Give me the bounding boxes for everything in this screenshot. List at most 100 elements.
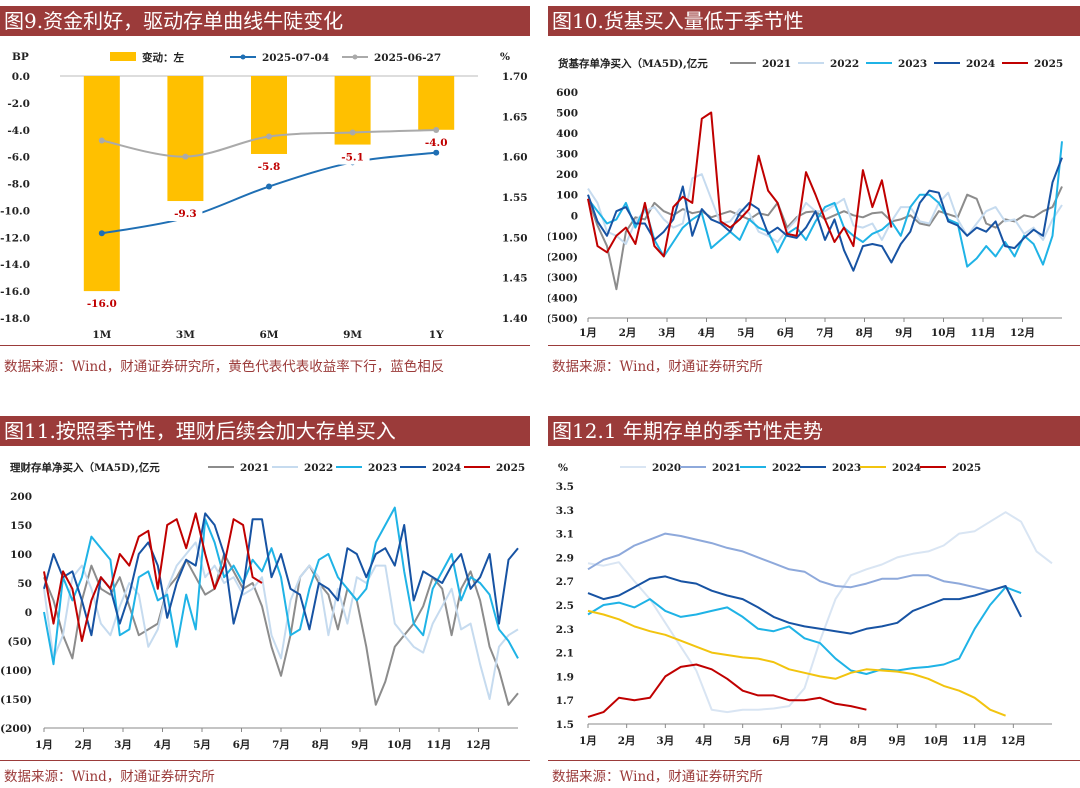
legend-label-2023: 2023 — [898, 58, 927, 70]
series-line-2024 — [587, 609, 1006, 717]
source-note: 数据来源：Wind，财通证券研究所 — [552, 359, 763, 375]
x-axis-tick: 7月 — [811, 735, 829, 747]
series-point-2025-06-27 — [349, 129, 356, 136]
x-axis-tick: 5月 — [193, 739, 211, 751]
series-line-2020 — [587, 511, 1053, 714]
y-axis-tick: 600 — [556, 87, 578, 99]
x-axis-tick: 9月 — [895, 327, 913, 339]
left-axis-tick: -2.0 — [7, 98, 30, 110]
y-axis-tick: 2.1 — [556, 648, 574, 660]
x-axis-tick: 12月 — [1001, 735, 1026, 747]
x-axis-tick: 3月 — [114, 739, 132, 751]
chart-12: % 2020 2021 2022 2023 2024 2025 3.5 3.3 3.1 2.9 2.7… — [556, 462, 1053, 747]
y-axis-tick: 3.5 — [556, 481, 574, 493]
series-line-2021 — [43, 553, 519, 706]
x-axis-tick: 7月 — [272, 739, 290, 751]
category-label-6M: 6M — [260, 329, 279, 340]
series-line-2021 — [587, 532, 991, 592]
y-axis-tick: 0 — [25, 607, 32, 619]
x-axis-tick: 11月 — [962, 735, 987, 747]
divider — [548, 345, 1080, 346]
y-axis-tick: 2.7 — [556, 576, 574, 588]
legend-label-2024: 2024 — [966, 58, 995, 70]
x-axis-tick: 6月 — [233, 739, 251, 751]
x-axis-tick: 1月 — [579, 735, 597, 747]
y-axis-tick: 3.3 — [556, 505, 574, 517]
data-label: -16.0 — [87, 298, 117, 310]
legend-label-2024: 2024 — [432, 462, 461, 474]
y-axis-tick: (150) — [0, 694, 32, 706]
source-note: 数据来源：Wind，财通证券研究所 — [4, 769, 215, 785]
y-axis-tick: 1.9 — [556, 671, 574, 683]
y-axis-tick: 0 — [571, 210, 578, 222]
left-axis-tick: -6.0 — [7, 152, 30, 164]
y-axis-tick: 400 — [556, 128, 578, 140]
y-axis-tick: 3.1 — [556, 529, 574, 541]
x-axis-tick: 5月 — [737, 327, 755, 339]
bar-6M — [251, 76, 287, 154]
series-line-2024 — [587, 157, 1063, 272]
y-axis-tick: 200 — [10, 491, 32, 503]
x-axis-tick: 12月 — [1010, 327, 1035, 339]
data-label-bg — [81, 296, 123, 312]
x-axis-tick: 8月 — [850, 735, 868, 747]
x-axis-tick: 6月 — [777, 327, 795, 339]
divider — [548, 760, 1080, 761]
panel-figure-12: 图12.1 年期存单的季节性走势 % 2020 2021 2022 2023 2024 20… — [548, 416, 1080, 788]
series-point-2025-06-27 — [433, 127, 440, 134]
legend-label-2025-06-27: 2025-06-27 — [374, 52, 441, 64]
y-axis-tick: (200) — [0, 723, 32, 735]
x-axis-tick: 11月 — [426, 739, 451, 751]
legend-label-2021: 2021 — [712, 462, 741, 474]
left-axis-tick: -12.0 — [0, 232, 30, 244]
left-axis-tick: 0.0 — [12, 71, 30, 83]
data-label: -5.1 — [341, 152, 364, 164]
right-axis-tick: 1.60 — [502, 152, 528, 164]
data-label: -9.3 — [174, 208, 197, 220]
legend-label-2024: 2024 — [892, 462, 921, 474]
left-axis-tick: -14.0 — [0, 259, 30, 271]
legend-label-2022: 2022 — [772, 462, 801, 474]
bar-3M — [167, 76, 204, 202]
x-axis-tick: 10月 — [931, 327, 956, 339]
x-axis-tick: 2月 — [75, 739, 93, 751]
legend-label-2025-07-04: 2025-07-04 — [262, 52, 329, 64]
panel-figure-10: 图10.货基买入量低于季节性 货基存单净买入（MA5D),亿元 2021 2022 2… — [548, 6, 1080, 381]
x-axis-tick: 12月 — [466, 739, 491, 751]
y-axis-tick: 100 — [10, 549, 32, 561]
series-point-2025-07-04 — [266, 183, 272, 190]
panel-figure-11: 图11.按照季节性，理财后续会加大存单买入 理财存单净买入（MA5D),亿元 20… — [0, 416, 530, 788]
legend-label-2021: 2021 — [762, 58, 791, 70]
y-axis-tick: (300) — [548, 272, 578, 284]
x-axis-tick: 8月 — [312, 739, 330, 751]
legend-label-2025: 2025 — [496, 462, 525, 474]
series-line-2025 — [43, 512, 263, 642]
data-label-bg — [335, 149, 370, 165]
legend-label-2023: 2023 — [832, 462, 861, 474]
right-axis-tick: 1.45 — [502, 273, 528, 285]
left-axis-tick: -8.0 — [7, 179, 30, 191]
legend-label-2025: 2025 — [952, 462, 981, 474]
chart-10: 货基存单净买入（MA5D),亿元 2021 2022 2023 2024 2025 600 5… — [548, 57, 1063, 339]
x-axis-tick: 10月 — [387, 739, 412, 751]
category-label-1M: 1M — [92, 329, 111, 340]
x-axis-tick: 7月 — [816, 327, 834, 339]
y-axis-tick: (500) — [548, 313, 578, 325]
left-axis-tick: -4.0 — [7, 125, 30, 137]
y-axis-tick: (400) — [548, 292, 578, 304]
chart-11: 理财存单净买入（MA5D),亿元 2021 2022 2023 2024 2025 200 1… — [0, 461, 525, 751]
y-axis-tick: 2.9 — [556, 552, 574, 564]
left-axis-tick: -16.0 — [0, 286, 30, 298]
x-axis-tick: 3月 — [658, 327, 676, 339]
legend-swatch-bar — [110, 52, 136, 61]
series-point-2025-06-27 — [98, 137, 105, 144]
left-axis-unit: BP — [12, 51, 29, 63]
y-axis-tick: 150 — [10, 520, 32, 532]
y-axis-tick: 100 — [556, 190, 578, 202]
y-axis-tick: (100) — [0, 665, 32, 677]
x-axis-tick: 4月 — [698, 327, 716, 339]
x-axis-tick: 4月 — [154, 739, 172, 751]
x-axis-tick: 3月 — [656, 735, 674, 747]
panel-title: 图10.货基买入量低于季节性 — [548, 6, 1080, 36]
source-note: 数据来源：Wind，财通证券研究所 — [552, 769, 763, 785]
